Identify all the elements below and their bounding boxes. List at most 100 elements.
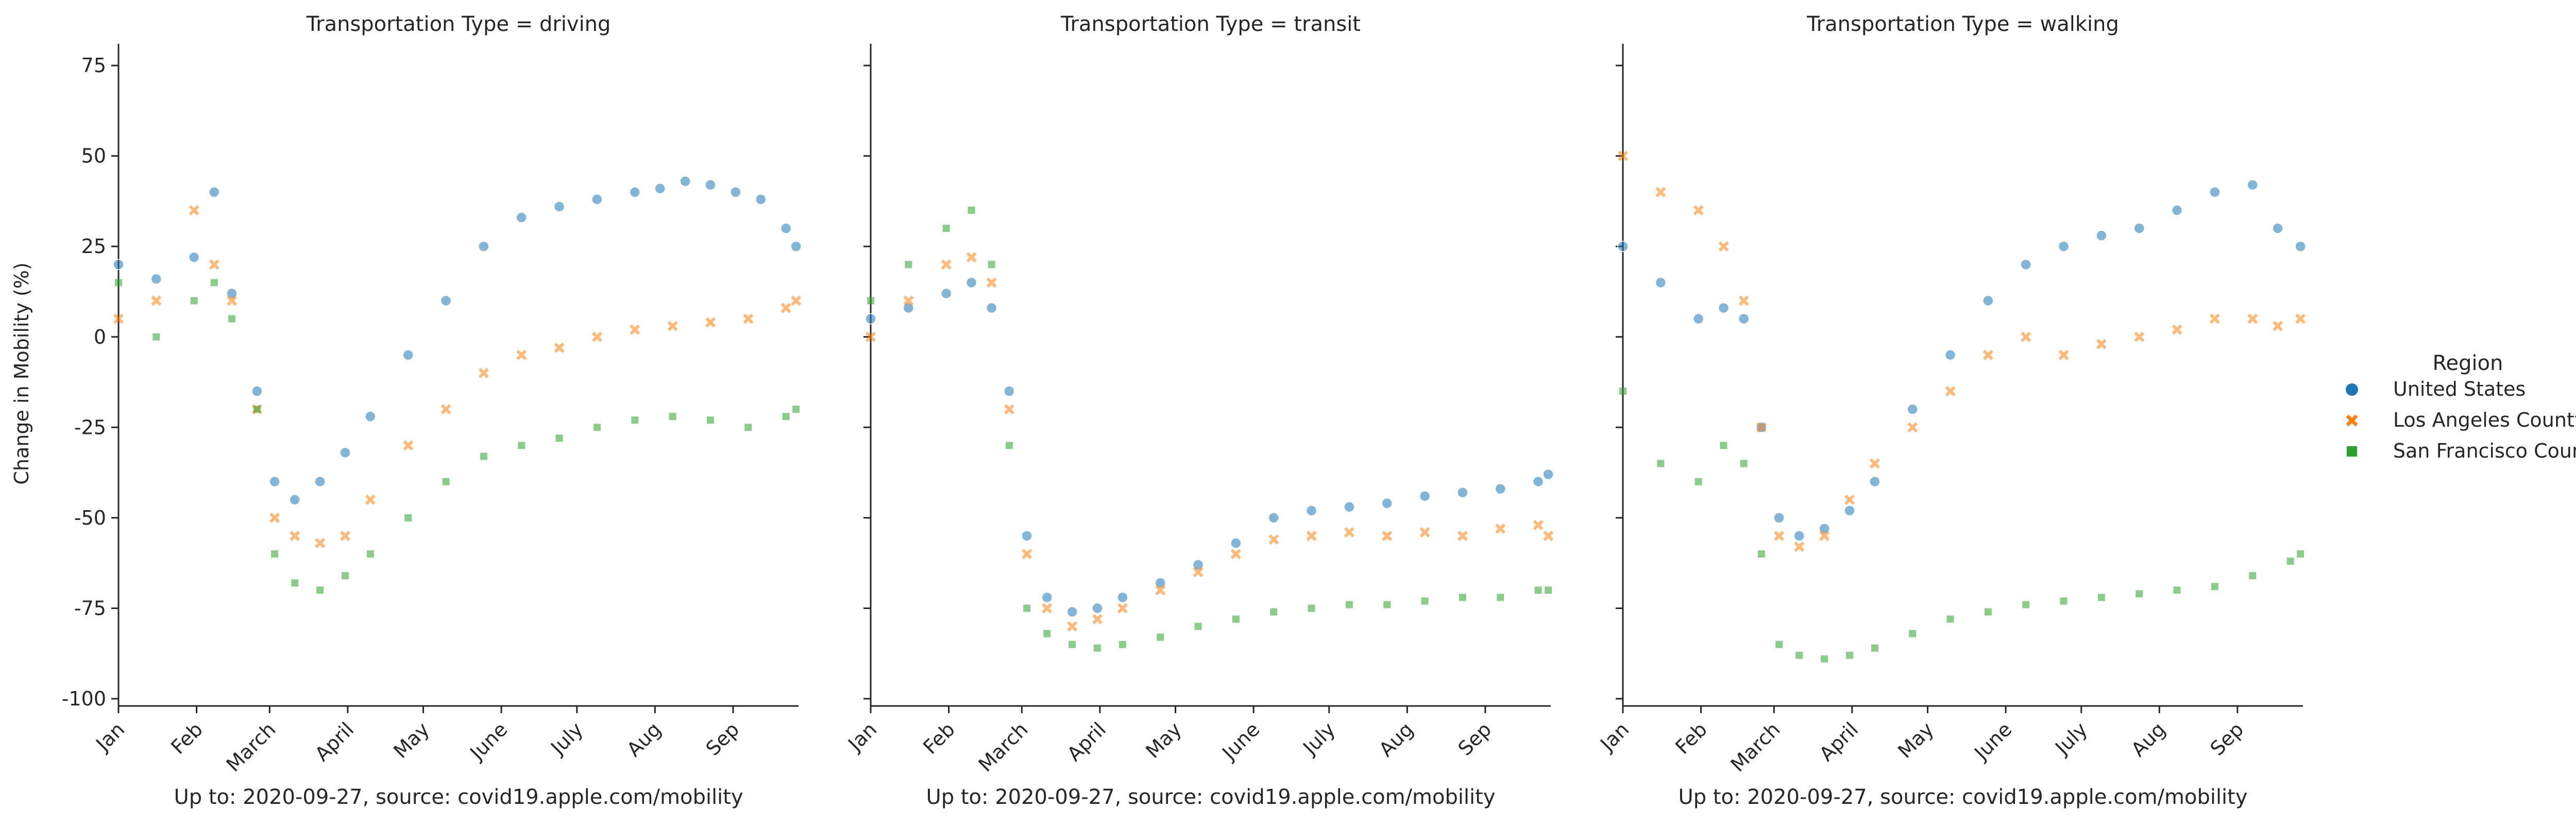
data-point [291, 579, 299, 587]
data-point [1757, 550, 1765, 558]
y-tick-label: -25 [74, 416, 106, 439]
data-point [1946, 615, 1954, 623]
data-point [1543, 468, 1554, 480]
data-point [1457, 486, 1468, 498]
y-tick-label: 25 [81, 235, 106, 258]
data-point [744, 424, 752, 431]
data-point [2286, 558, 2294, 565]
data-point [2022, 601, 2030, 609]
data-point [1945, 385, 1956, 397]
x-axis-label: Up to: 2020-09-27, source: covid19.apple… [1678, 785, 2247, 809]
data-point [209, 187, 220, 198]
data-point [553, 201, 565, 212]
data-point [988, 261, 995, 268]
data-point [865, 331, 876, 342]
data-point [190, 297, 198, 305]
data-point [1617, 241, 1629, 252]
data-point [1004, 385, 1015, 397]
data-point [654, 183, 666, 194]
data-point [591, 331, 603, 342]
data-point [1655, 187, 1666, 198]
data-point [1545, 586, 1552, 594]
data-point [210, 279, 218, 287]
panel-transit: Transportation Type = transit Jan Feb March… [843, 12, 1554, 809]
data-point [1157, 633, 1164, 641]
data-point [402, 349, 414, 361]
data-point [1532, 476, 1544, 487]
data-point [782, 413, 790, 420]
series-san-francisco-county [1619, 388, 2304, 663]
data-point [403, 440, 414, 451]
data-point [251, 385, 263, 397]
data-point [1193, 567, 1204, 578]
data-point [1419, 527, 1430, 538]
data-point [790, 295, 802, 306]
data-point [1306, 530, 1317, 542]
data-point [680, 176, 691, 187]
x-tick-label: June [1969, 718, 2016, 765]
data-point [669, 413, 676, 420]
data-point [2021, 331, 2031, 342]
series-united-states [113, 176, 802, 506]
data-point [478, 241, 489, 252]
x-tick-label: April [1063, 718, 1111, 766]
data-point [755, 194, 767, 205]
data-point [941, 259, 952, 270]
data-point [2209, 313, 2221, 324]
data-point [1495, 483, 1506, 495]
data-point [1382, 530, 1393, 542]
data-point [2134, 331, 2145, 342]
data-point [290, 530, 300, 542]
data-point [1756, 422, 1767, 433]
data-point [1821, 655, 1828, 663]
data-point [1306, 505, 1317, 516]
x-tick-label: June [465, 718, 512, 765]
data-point [1497, 594, 1504, 601]
data-point [705, 317, 716, 328]
x-axis-label: Up to: 2020-09-27, source: covid19.apple… [926, 785, 1495, 809]
legend-label: San Francisco County [2393, 440, 2576, 462]
data-point [1021, 530, 1032, 542]
data-point [1381, 498, 1393, 509]
data-point [151, 295, 162, 306]
data-point [253, 406, 261, 413]
data-point [340, 530, 351, 542]
data-point [629, 187, 640, 198]
panel-title: Transportation Type = driving [306, 12, 611, 36]
data-point [442, 478, 450, 485]
data-point [1907, 403, 1918, 415]
data-point [2136, 590, 2143, 598]
data-point [1718, 241, 1729, 252]
data-point [269, 476, 280, 487]
data-point [593, 424, 601, 431]
data-point [209, 259, 219, 270]
data-point [1155, 585, 1166, 596]
x-tick-label: Sep [2206, 718, 2248, 760]
legend-title: Region [2433, 351, 2503, 375]
data-point [115, 279, 122, 287]
x-tick-label: May [1141, 718, 1186, 763]
data-point [1118, 641, 1126, 648]
data-point [314, 476, 326, 487]
data-point [2272, 321, 2283, 331]
data-point [1871, 644, 1878, 652]
y-tick-label: -100 [62, 687, 106, 710]
data-point [1846, 651, 1853, 659]
data-point [113, 313, 124, 324]
data-point [365, 411, 376, 423]
data-point [2209, 187, 2221, 198]
data-point [1738, 313, 1750, 325]
data-point [516, 349, 527, 361]
panel-driving: Transportation Type = driving 75 50 25 0 -25 -… [62, 12, 802, 809]
data-point [2096, 230, 2107, 241]
y-tick-label: 50 [81, 145, 106, 167]
data-point [1419, 490, 1431, 502]
data-point [1344, 501, 1355, 513]
data-point [865, 313, 876, 325]
data-point [188, 251, 200, 263]
data-point [440, 295, 452, 307]
x-axis-label: Up to: 2020-09-27, source: covid19.apple… [174, 785, 743, 809]
data-point [781, 302, 791, 313]
data-point [2058, 349, 2069, 361]
